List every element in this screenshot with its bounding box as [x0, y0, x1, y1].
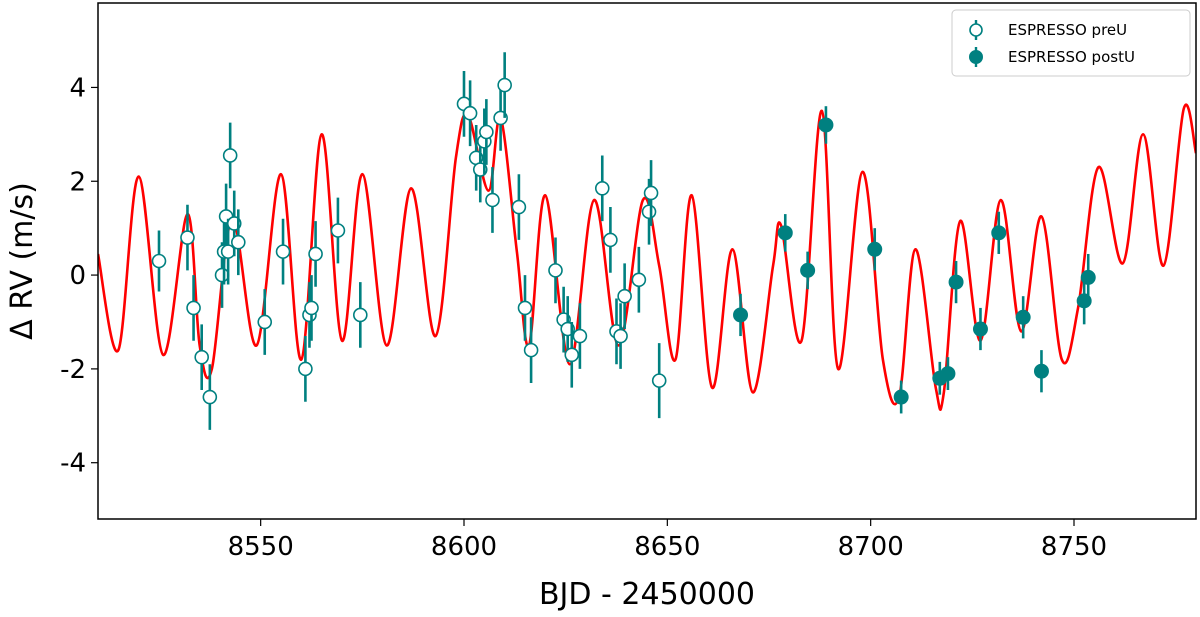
data-point-postU [1033, 363, 1049, 379]
data-point-preU [651, 373, 667, 388]
data-point-postU [991, 225, 1007, 241]
data-point-preU [517, 300, 533, 316]
data-point-preU [479, 124, 494, 140]
data-point-preU [330, 223, 346, 238]
data-point-preU [572, 328, 588, 344]
data-point-preU [564, 347, 580, 363]
data-point-preU [194, 349, 209, 365]
x-tick-label: 8700 [838, 532, 904, 562]
model-curve [98, 103, 1196, 411]
data-point-postU [1015, 309, 1031, 325]
plot-frame [97, 2, 1197, 520]
y-axis-ticks: -4 -2 0 2 4 [60, 73, 98, 479]
data-point-postU [800, 262, 816, 278]
data-point-preU [202, 389, 218, 405]
data-point-preU [462, 105, 478, 121]
y-tick-label: 4 [69, 73, 86, 103]
data-point-preU [308, 246, 323, 262]
data-point-preU [617, 288, 632, 304]
data-point-preU [613, 328, 628, 344]
data-point-preU [603, 232, 618, 248]
y-tick-label: -2 [60, 355, 86, 385]
data-point-postU [867, 241, 883, 257]
legend-marker-open-circle-icon [969, 20, 983, 40]
legend-box [951, 9, 1191, 77]
data-point-postU [940, 366, 956, 382]
data-point-preU [298, 361, 313, 377]
legend-label-preU: ESPRESSO preU [1008, 21, 1127, 39]
data-point-preU [485, 192, 500, 208]
data-point-preU [548, 263, 563, 278]
x-axis-label: BJD - 2450000 [539, 577, 755, 612]
x-tick-label: 8750 [1041, 532, 1107, 562]
data-point-preU [523, 342, 539, 358]
x-tick-label: 8550 [228, 532, 294, 562]
y-tick-label: 0 [69, 261, 86, 291]
x-tick-label: 8650 [634, 532, 700, 562]
series-postU [733, 106, 1096, 414]
data-point-preU [631, 272, 647, 288]
data-point-postU [777, 225, 793, 241]
legend-label-postU: ESPRESSO postU [1008, 48, 1135, 66]
data-point-postU [948, 274, 964, 290]
x-tick-label: 8600 [431, 532, 497, 562]
data-point-preU [231, 234, 246, 250]
data-point-preU [186, 300, 201, 316]
legend: ESPRESSO preU ESPRESSO postU [951, 9, 1191, 77]
data-point-preU [643, 185, 659, 201]
data-point-preU [151, 253, 167, 269]
series-preU [151, 52, 667, 430]
data-point-preU [222, 148, 238, 163]
data-point-preU [214, 267, 230, 283]
x-axis-ticks: 8550 8600 8650 8700 8750 [228, 519, 1107, 562]
data-point-preU [275, 244, 291, 259]
y-axis-label: Δ RV (m/s) [5, 182, 40, 340]
axes: 8550 8600 8650 8700 8750 -4 -2 0 2 4 BJD - 24500… [5, 2, 1197, 612]
data-point-preU [220, 244, 236, 259]
data-point-postU [733, 307, 749, 323]
data-point-preU [641, 204, 657, 220]
data-point-postU [818, 117, 834, 133]
data-point-postU [893, 389, 909, 405]
data-point-postU [972, 321, 988, 337]
y-tick-label: 2 [69, 167, 86, 197]
data-point-postU [1080, 269, 1096, 285]
data-point-preU [352, 307, 368, 323]
data-point-preU [594, 180, 610, 196]
data-point-preU [257, 314, 273, 330]
y-tick-label: -4 [60, 449, 86, 479]
data-point-preU [180, 230, 195, 245]
data-point-preU [497, 77, 512, 93]
plot-content [98, 52, 1196, 430]
legend-marker-filled-circle-icon [969, 47, 983, 67]
plot-area [98, 52, 1196, 430]
data-point-preU [511, 199, 527, 215]
data-point-preU [304, 300, 319, 316]
